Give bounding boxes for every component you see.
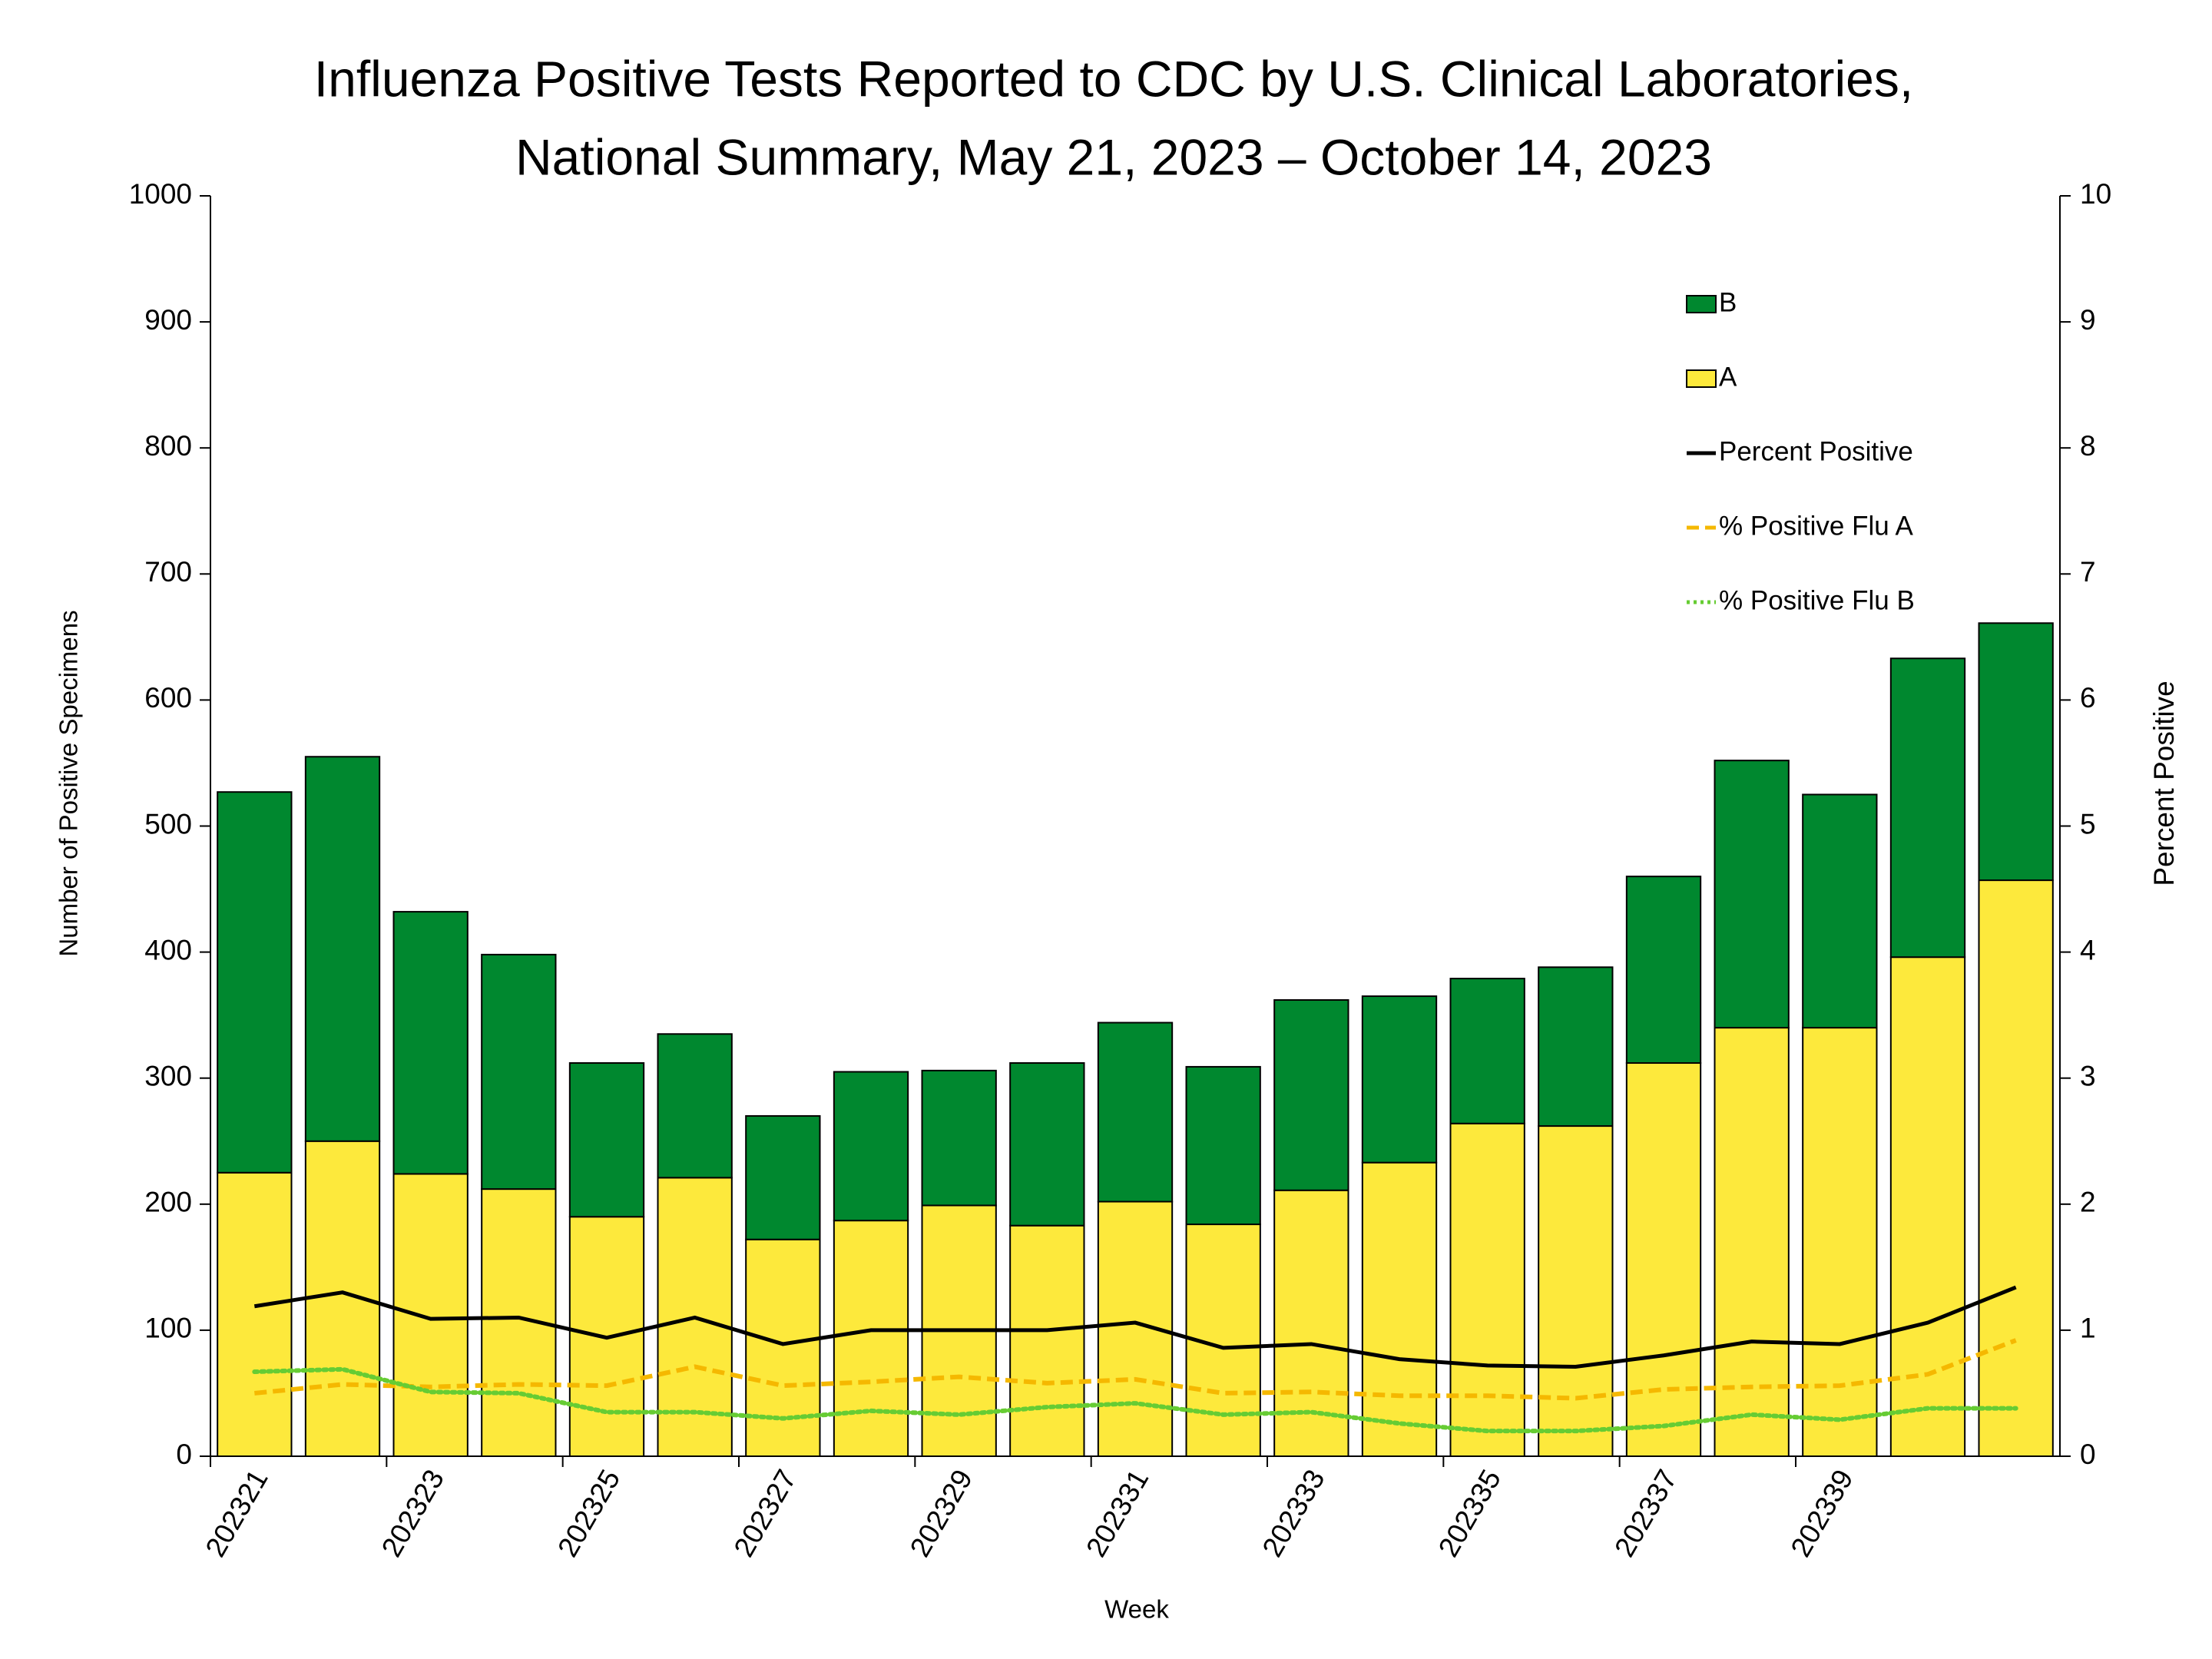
- y-tick-label: 800: [144, 430, 192, 462]
- y2-tick-label: 5: [2080, 808, 2096, 839]
- y-tick-label: 0: [176, 1439, 192, 1470]
- bar: [392, 1173, 469, 1458]
- bar: [921, 1069, 997, 1207]
- legend-label: % Positive Flu A: [1719, 511, 1914, 541]
- y2-tick-label: 6: [2080, 682, 2096, 714]
- bar: [1538, 1125, 1614, 1457]
- bar: [1802, 793, 1878, 1029]
- y-tick-label: 600: [144, 682, 192, 714]
- line-series: [252, 1366, 2018, 1434]
- y-tick-label: 900: [144, 304, 192, 336]
- bar: [1361, 1161, 1438, 1457]
- bar: [1185, 1065, 1261, 1226]
- y2-tick-label: 0: [2080, 1439, 2096, 1470]
- y2-tick-label: 4: [2080, 934, 2096, 965]
- bar: [1449, 1122, 1525, 1457]
- bar: [1625, 1062, 1702, 1458]
- y-tick-label: 500: [144, 808, 192, 839]
- y-tick-label: 1000: [129, 178, 192, 210]
- bar: [1538, 966, 1614, 1128]
- bar: [1273, 998, 1349, 1191]
- bar: [657, 1033, 733, 1179]
- y-tick-label: 700: [144, 556, 192, 588]
- bar: [1714, 760, 1790, 1029]
- bar: [1978, 879, 2054, 1457]
- bar: [1009, 1062, 1085, 1227]
- bar: [1625, 876, 1702, 1065]
- y-tick-label: 200: [144, 1187, 192, 1218]
- bar: [745, 1238, 821, 1458]
- chart-title: National Summary, May 21, 2023 – October…: [515, 128, 1712, 185]
- y2-tick-label: 8: [2080, 430, 2096, 462]
- bar: [833, 1220, 909, 1458]
- line-series: [253, 1285, 2017, 1369]
- legend-label: A: [1719, 362, 1737, 392]
- bar: [1449, 978, 1525, 1124]
- bar: [1361, 995, 1438, 1164]
- bar: [1889, 956, 1966, 1457]
- bar: [1802, 1027, 1878, 1458]
- y-tick-label: 300: [144, 1060, 192, 1091]
- bar: [481, 953, 557, 1190]
- bar: [392, 911, 469, 1175]
- bar: [833, 1071, 909, 1222]
- bar: [217, 791, 293, 1174]
- y2-tick-label: 1: [2080, 1313, 2096, 1344]
- bar: [217, 1171, 293, 1458]
- bar: [1009, 1224, 1085, 1458]
- y-axis-label: Number of Positive Specimens: [55, 610, 83, 956]
- line-series: [254, 1338, 2017, 1401]
- legend-swatch: [1686, 295, 1717, 313]
- bar: [1889, 657, 1966, 959]
- y2-axis-label: Percent Positive: [2148, 680, 2180, 886]
- bar: [1097, 1022, 1174, 1203]
- legend-label: % Positive Flu B: [1719, 585, 1915, 615]
- bar: [304, 756, 381, 1142]
- legend-label: B: [1719, 287, 1737, 317]
- bar: [1714, 1027, 1790, 1458]
- legend-label: Percent Positive: [1719, 436, 1913, 466]
- bar: [745, 1114, 821, 1240]
- legend-swatch: [1686, 369, 1717, 388]
- y2-tick-label: 2: [2080, 1187, 2096, 1218]
- x-axis-label: Week: [1104, 1595, 1169, 1624]
- y-tick-label: 100: [144, 1313, 192, 1344]
- y2-tick-label: 9: [2080, 304, 2096, 336]
- bar: [568, 1062, 645, 1218]
- bar: [1978, 622, 2054, 882]
- y-tick-label: 400: [144, 934, 192, 965]
- y2-tick-label: 10: [2080, 178, 2111, 210]
- chart-title: Influenza Positive Tests Reported to CDC…: [314, 50, 1913, 107]
- y2-tick-label: 3: [2080, 1060, 2096, 1091]
- y2-tick-label: 7: [2080, 556, 2096, 588]
